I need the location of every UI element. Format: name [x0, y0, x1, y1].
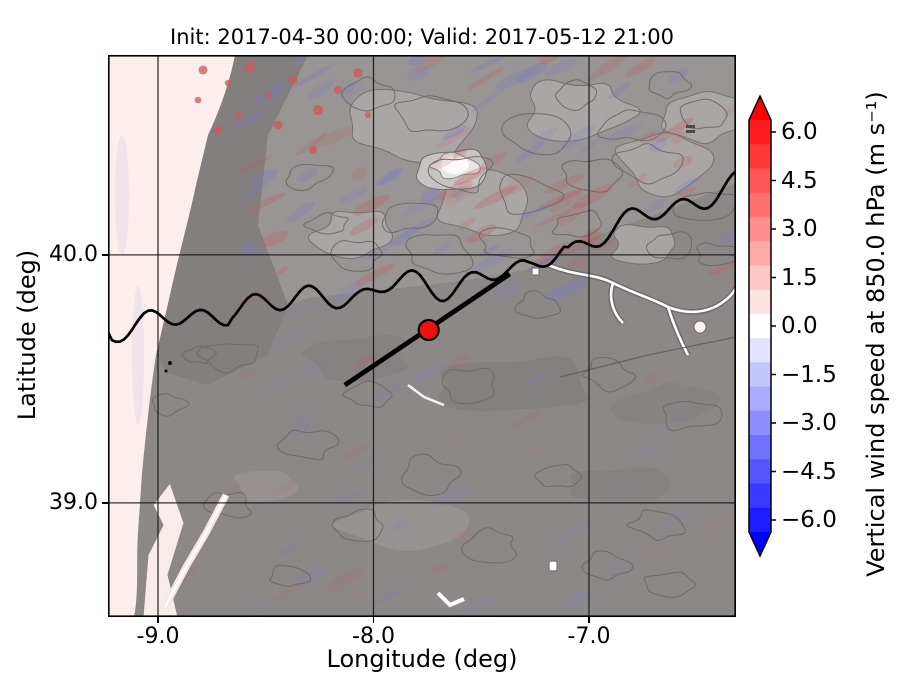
colorbar [748, 94, 776, 558]
y-axis-label: Latitude (deg) [13, 249, 41, 421]
y-tick-label: 40.0 [49, 241, 98, 267]
colorbar-tick-label: −4.5 [781, 458, 837, 485]
colorbar-tick-label: 3.0 [781, 216, 818, 242]
plot-title: Init: 2017-04-30 00:00; Valid: 2017-05-1… [170, 25, 674, 49]
x-axis-label: Longitude (deg) [326, 645, 518, 673]
x-tick-label: -8.0 [352, 624, 395, 649]
y-tickmark [102, 254, 108, 256]
colorbar-tick-label: −6.0 [781, 507, 837, 533]
x-tickmark [588, 617, 590, 623]
y-tick-label: 39.0 [49, 489, 98, 515]
x-tick-label: -7.0 [567, 624, 611, 649]
colorbar-tick-label: 0.0 [781, 313, 818, 339]
x-tick-label: -9.0 [136, 624, 180, 649]
colorbar-tick-label: 4.5 [781, 167, 818, 194]
map-plot [108, 55, 736, 617]
x-tickmark [372, 617, 375, 623]
x-tickmark [157, 617, 159, 623]
colorbar-tick-label: 1.5 [781, 264, 818, 291]
colorbar-tick-label: 6.0 [781, 119, 818, 145]
station-marker [417, 318, 440, 342]
y-tickmark [102, 502, 108, 504]
colorbar-tick-label: −3.0 [781, 410, 837, 436]
colorbar-tick-label: −1.5 [781, 361, 837, 388]
colorbar-label: Vertical wind speed at 850.0 hPa (m s⁻¹) [862, 91, 890, 577]
